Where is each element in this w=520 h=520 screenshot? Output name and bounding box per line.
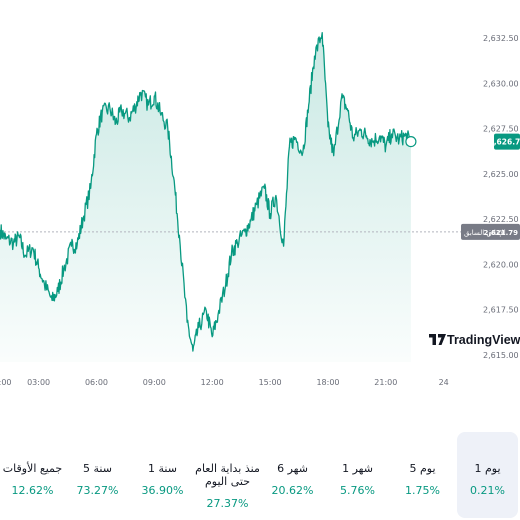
x-tick-label: 06:00 [85,378,108,387]
period-label: 5 سنة [83,462,112,475]
y-tick-label: 2,632.50 [483,34,519,43]
period-1[interactable]: 5 سنة 73.27% [65,432,130,518]
y-axis: 2,632.50 2,630.00 2,627.50 2,625.00 2,622.50… [483,34,519,360]
y-tick-label: 2,627.50 [483,125,519,134]
price-area [0,32,411,362]
price-line [0,32,412,352]
period-3[interactable]: منذ بداية العام حتى اليوم 27.37% [195,432,260,518]
last-price-marker [405,136,417,148]
x-tick-label: 21:00 [374,378,397,387]
period-2[interactable]: 1 سنة 36.90% [130,432,195,518]
period-change: 27.37% [206,497,249,510]
tradingview-logo-icon [429,334,446,345]
x-tick-label: 18:00 [316,378,339,387]
y-tick-label: 2,630.00 [483,79,519,88]
last-price-label: 2,626.78 [488,138,520,147]
x-tick-label: 09:00 [143,378,166,387]
period-change: 36.90% [141,484,184,497]
tradingview-watermark: TradingView [429,333,520,347]
x-tick-label: 24 [439,378,449,387]
x-axis: 01:00 03:00 06:00 09:00 12:00 15:00 18:00 21:00… [0,378,449,387]
period-7[interactable]: 1 يوم 0.21% [457,432,518,518]
period-change: 5.76% [340,484,375,497]
y-tick-label: 2,615.00 [483,351,519,360]
previous-close-value: 2,621.79 [483,229,518,237]
previous-close-badge [461,223,520,240]
price-chart[interactable]: 2,632.50 2,630.00 2,627.50 2,625.00 2,622.50… [0,0,520,400]
x-tick-label: 12:00 [201,378,224,387]
period-6[interactable]: 5 يوم 1.75% [390,432,455,518]
period-label: 1 يوم [474,462,501,475]
svg-text:TradingView: TradingView [447,333,520,347]
y-tick-label: 2,620.00 [483,260,519,269]
period-0[interactable]: جميع الأوقات 12.62% [0,432,65,518]
performance-periods: جميع الأوقات 12.62% 5 سنة 73.27% 1 سنة 36.90%… [0,432,520,520]
period-label: 1 شهر [342,462,373,475]
period-change: 20.62% [271,484,314,497]
x-tick-label: 01:00 [0,378,12,387]
period-change: 1.75% [405,484,440,497]
last-price-badge [494,133,520,150]
previous-close-text: الإغلاق السابق [464,229,506,237]
period-change: 12.62% [11,484,54,497]
period-change: 0.21% [470,484,505,497]
period-label: 5 يوم [409,462,436,475]
period-label: منذ بداية العام حتى اليوم [195,462,260,488]
period-change: 73.27% [76,484,119,497]
period-label: 1 سنة [148,462,177,475]
y-tick-label: 2,625.00 [483,170,519,179]
period-label: 6 شهر [277,462,308,475]
y-tick-label: 2,617.50 [483,306,519,315]
x-tick-label: 15:00 [259,378,282,387]
period-4[interactable]: 6 شهر 20.62% [260,432,325,518]
period-label: جميع الأوقات [2,462,63,475]
x-tick-label: 03:00 [27,378,50,387]
period-5[interactable]: 1 شهر 5.76% [325,432,390,518]
y-tick-label: 2,622.50 [483,215,519,224]
